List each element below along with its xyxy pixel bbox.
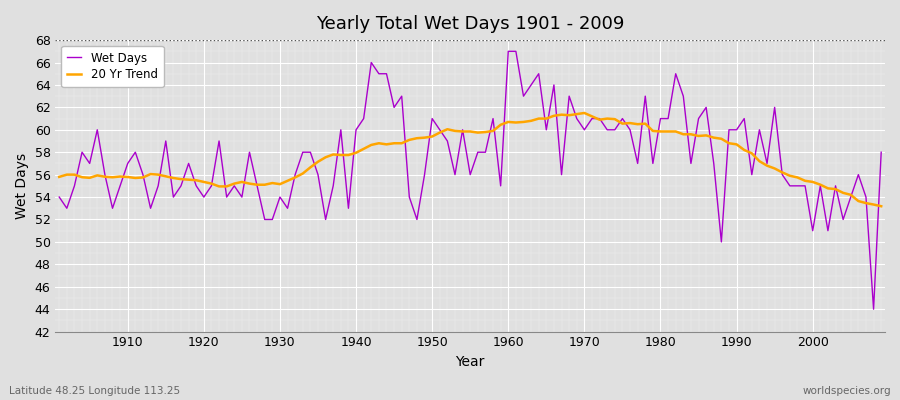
20 Yr Trend (495, 122, 506, 127)
Title: Yearly Total Wet Days 1901 - 2009: Yearly Total Wet Days 1901 - 2009 (316, 15, 625, 33)
Wet Days (54, 195, 65, 200)
20 Yr Trend (579, 110, 590, 115)
Line: 20 Yr Trend: 20 Yr Trend (59, 113, 881, 206)
20 Yr Trend (602, 116, 613, 121)
Wet Days (602, 127, 613, 132)
Wet Days (114, 184, 125, 188)
Legend: Wet Days, 20 Yr Trend: Wet Days, 20 Yr Trend (61, 46, 164, 87)
Line: Wet Days: Wet Days (59, 51, 881, 309)
X-axis label: Year: Year (455, 355, 485, 369)
Wet Days (282, 206, 292, 211)
Text: Latitude 48.25 Longitude 113.25: Latitude 48.25 Longitude 113.25 (9, 386, 180, 396)
Y-axis label: Wet Days: Wet Days (15, 153, 29, 219)
Wet Days (495, 184, 506, 188)
20 Yr Trend (114, 174, 125, 179)
20 Yr Trend (328, 152, 338, 157)
20 Yr Trend (503, 120, 514, 124)
Wet Days (510, 49, 521, 54)
Wet Days (868, 307, 879, 312)
Wet Days (503, 49, 514, 54)
20 Yr Trend (876, 204, 886, 209)
Text: worldspecies.org: worldspecies.org (803, 386, 891, 396)
20 Yr Trend (282, 178, 292, 183)
20 Yr Trend (54, 174, 65, 179)
Wet Days (328, 184, 338, 188)
Wet Days (876, 150, 886, 155)
